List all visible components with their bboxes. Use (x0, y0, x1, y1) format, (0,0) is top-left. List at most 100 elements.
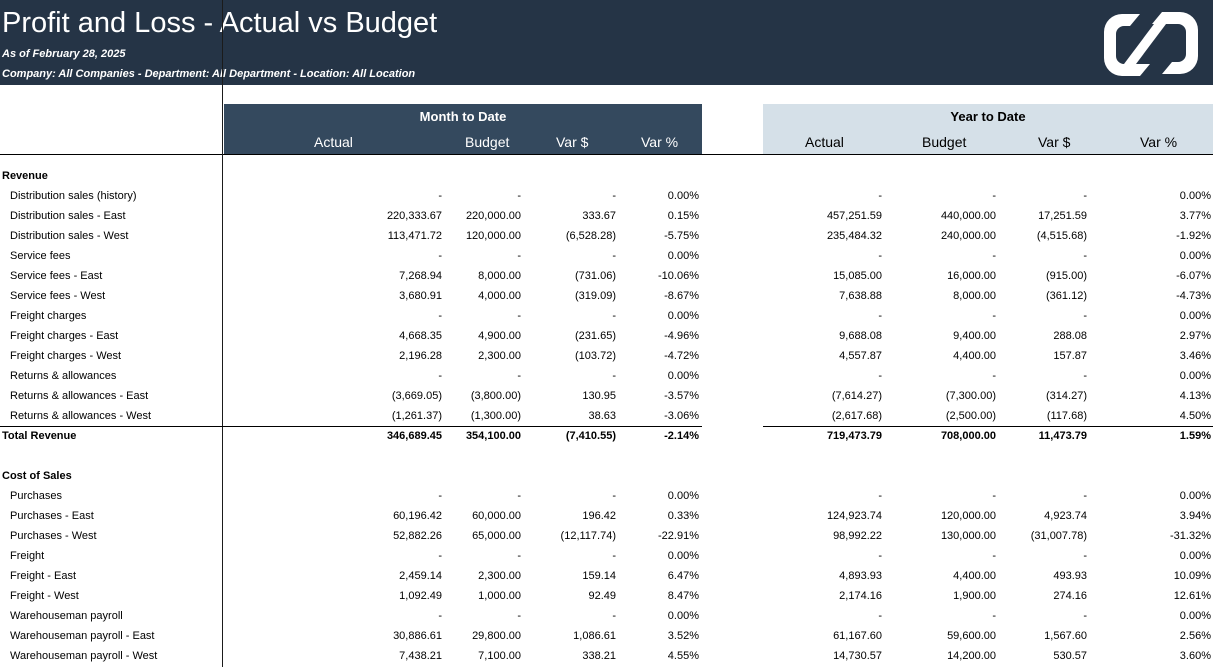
ytd-var-percent-cell: 4.13% (1179, 390, 1211, 402)
row-label: Purchases - East (10, 510, 94, 522)
ytd-actual-cell: 2,174.16 (839, 590, 882, 602)
year-to-date-header: Year to Date Actual Budget Var $ Var % (763, 104, 1213, 154)
ytd-actual-cell: - (878, 250, 882, 262)
blank-row (0, 446, 1213, 466)
ytd-var-percent-cell: 1.59% (1179, 430, 1211, 442)
mtd-var-percent-cell: 0.00% (667, 550, 699, 562)
mtd-actual-cell: 113,471.72 (387, 230, 442, 242)
ytd-var-percent-cell: -4.73% (1176, 290, 1211, 302)
ytd-var-percent-cell: 0.00% (1179, 550, 1211, 562)
ytd-actual-cell: 61,167.60 (833, 630, 882, 642)
table-row: Purchases - - - 0.00% - - - 0.00% (0, 486, 1213, 506)
ytd-actual-cell: (2,617.68) (831, 410, 882, 422)
mtd-var-amount-cell: - (612, 370, 616, 382)
mtd-budget-cell: - (517, 610, 521, 622)
mtd-var-percent-cell: -2.14% (664, 430, 699, 442)
mtd-actual-cell: - (438, 490, 442, 502)
ytd-actual-cell: (7,614.27) (831, 390, 882, 402)
ytd-var-percent-cell: 0.00% (1179, 250, 1211, 262)
ytd-budget-cell: 16,000.00 (947, 270, 996, 282)
ytd-var-amount-cell: (31,007.78) (1030, 530, 1087, 542)
mtd-var-percent-cell: -4.96% (664, 330, 699, 342)
section-header-row: Cost of Sales (0, 466, 1213, 486)
ytd-actual-column-header: Actual (805, 134, 844, 150)
ytd-budget-cell: - (992, 370, 996, 382)
mtd-var-percent-cell: -5.75% (664, 230, 699, 242)
ytd-budget-cell: (7,300.00) (945, 390, 996, 402)
row-label: Returns & allowances - West (10, 410, 152, 422)
month-to-date-title: Month to Date (419, 109, 507, 124)
report-filters: Company: All Companies - Department: All… (2, 68, 416, 80)
mtd-var-amount-cell: (103.72) (575, 350, 616, 362)
mtd-budget-cell: 2,300.00 (478, 350, 521, 362)
ytd-actual-cell: - (878, 550, 882, 562)
mtd-actual-cell: 2,459.14 (399, 570, 442, 582)
mtd-var-percent-cell: 4.55% (667, 650, 699, 662)
ytd-actual-cell: - (878, 370, 882, 382)
table-row: Warehouseman payroll - West 7,438.21 7,100… (0, 646, 1213, 666)
table-row: Purchases - West 52,882.26 65,000.00 (12,11… (0, 526, 1213, 546)
ytd-actual-cell: - (878, 610, 882, 622)
ytd-var-amount-column-header: Var $ (1038, 134, 1071, 150)
ytd-actual-cell: 235,484.32 (826, 230, 882, 242)
total-rule-ytd (763, 426, 1213, 427)
table-row: Warehouseman payroll - - - 0.00% - - - 0.00% (0, 606, 1213, 626)
table-row: Freight charges - West 2,196.28 2,300.00 (1… (0, 346, 1213, 366)
ytd-var-amount-cell: 493.93 (1053, 570, 1087, 582)
row-label: Freight - East (10, 570, 77, 582)
mtd-budget-cell: 120,000.00 (465, 230, 521, 242)
mtd-var-amount-cell: (231.65) (575, 330, 616, 342)
ytd-var-percent-column-header: Var % (1140, 134, 1178, 150)
ytd-var-percent-cell: 10.09% (1173, 570, 1211, 582)
table-row: Service fees - West 3,680.91 4,000.00 (319.… (0, 286, 1213, 306)
mtd-budget-cell: - (517, 490, 521, 502)
table-row: Service fees - East 7,268.94 8,000.00 (731.… (0, 266, 1213, 286)
ytd-actual-cell: 7,638.88 (839, 290, 882, 302)
ytd-var-amount-cell: - (1083, 190, 1087, 202)
ytd-var-amount-cell: (4,515.68) (1036, 230, 1087, 242)
ytd-budget-cell: - (992, 310, 996, 322)
mtd-budget-cell: (3,800.00) (470, 390, 521, 402)
ytd-var-amount-cell: 288.08 (1053, 330, 1087, 342)
mtd-var-percent-cell: 0.00% (667, 250, 699, 262)
ytd-budget-cell: - (992, 610, 996, 622)
ytd-budget-cell: 130,000.00 (940, 530, 996, 542)
label-column-divider (222, 0, 223, 667)
ytd-var-amount-cell: - (1083, 550, 1087, 562)
ytd-actual-cell: 15,085.00 (833, 270, 882, 282)
mtd-var-amount-cell: - (612, 610, 616, 622)
ytd-budget-cell: 120,000.00 (940, 510, 996, 522)
mtd-actual-cell: - (438, 370, 442, 382)
mtd-var-amount-cell: - (612, 310, 616, 322)
ytd-actual-cell: 719,473.79 (826, 430, 882, 442)
ytd-var-percent-cell: 0.00% (1179, 610, 1211, 622)
ytd-budget-cell: 1,900.00 (953, 590, 996, 602)
mtd-budget-cell: - (517, 190, 521, 202)
row-label: Distribution sales - East (10, 210, 126, 222)
mtd-actual-cell: 7,268.94 (399, 270, 442, 282)
table-row: Purchases - East 60,196.42 60,000.00 196.42… (0, 506, 1213, 526)
ytd-var-amount-cell: - (1083, 250, 1087, 262)
row-label: Revenue (2, 170, 48, 182)
total-row: Total Revenue 346,689.45 354,100.00 (7,410.… (0, 426, 1213, 446)
mtd-var-percent-cell: 0.00% (667, 310, 699, 322)
mtd-var-amount-cell: (731.06) (575, 270, 616, 282)
table-row: Returns & allowances - West (1,261.37) (1,… (0, 406, 1213, 426)
mtd-budget-cell: 2,300.00 (478, 570, 521, 582)
ytd-var-percent-cell: 0.00% (1179, 190, 1211, 202)
mtd-budget-cell: - (517, 550, 521, 562)
mtd-budget-cell: 354,100.00 (465, 430, 521, 442)
mtd-actual-cell: - (438, 250, 442, 262)
year-to-date-title: Year to Date (950, 109, 1026, 124)
mtd-actual-cell: (3,669.05) (391, 390, 442, 402)
ytd-actual-cell: - (878, 310, 882, 322)
table-row: Distribution sales - East 220,333.67 220,0… (0, 206, 1213, 226)
table-row: Freight charges - East 4,668.35 4,900.00 (2… (0, 326, 1213, 346)
mtd-var-amount-column-header: Var $ (556, 134, 589, 150)
table-row: Distribution sales - West 113,471.72 120,0… (0, 226, 1213, 246)
mtd-actual-cell: 4,668.35 (399, 330, 442, 342)
mtd-var-percent-cell: -4.72% (664, 350, 699, 362)
row-label: Purchases (10, 490, 62, 502)
mtd-var-amount-cell: (7,410.55) (565, 430, 616, 442)
report-banner: Profit and Loss - Actual vs Budget As of… (0, 0, 1213, 85)
